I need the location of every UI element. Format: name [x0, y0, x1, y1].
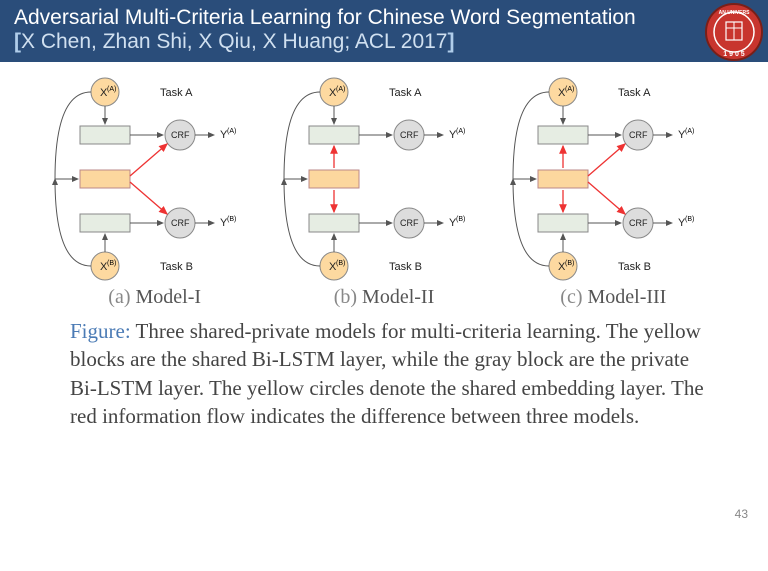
svg-text:(B): (B) — [456, 216, 465, 223]
model-c-column: X(A) Task A X(B) Task B CRF CRF Y(A) Y(B… — [508, 74, 718, 309]
svg-text:Task A: Task A — [618, 87, 651, 99]
svg-text:(B): (B) — [336, 260, 345, 267]
authors-text: X Chen, Zhan Shi, X Qiu, X Huang; ACL 20… — [21, 30, 447, 53]
svg-text:(A): (A) — [565, 86, 574, 93]
page-number: 43 — [735, 507, 748, 521]
svg-text:Task A: Task A — [389, 87, 422, 99]
model-a-diagram: X(A) Task A X(B) Task B CRF CRF Y(A) Y(B… — [50, 74, 260, 284]
fudan-logo-icon: AN UNIVERS 1 9 0 5 — [704, 2, 764, 62]
caption-figure-word: Figure: — [70, 319, 131, 343]
model-a-label: (a) Model-I — [108, 286, 201, 309]
svg-text:Task B: Task B — [618, 261, 651, 273]
svg-text:(A): (A) — [336, 86, 345, 93]
svg-text:(B): (B) — [227, 216, 236, 223]
model-c-label: (c) Model-III — [560, 286, 666, 309]
taskB-label: Task B — [160, 261, 193, 273]
model-b-diagram: X(A) Task A X(B) Task B CRF CRF Y(A) Y(B… — [279, 74, 489, 284]
slide-header: Adversarial Multi-Criteria Learning for … — [0, 0, 768, 62]
svg-text:(B): (B) — [685, 216, 694, 223]
taskA-label: Task A — [160, 87, 193, 99]
figure-caption: Figure: Three shared-private models for … — [40, 313, 728, 430]
svg-text:CRF: CRF — [629, 130, 648, 140]
svg-text:(A): (A) — [685, 128, 694, 135]
svg-text:1 9 0 5: 1 9 0 5 — [723, 51, 745, 58]
figure-row: X(A) Task A X(B) Task B CRF CRF Y(A) Y(B… — [40, 74, 728, 309]
model-b-column: X(A) Task A X(B) Task B CRF CRF Y(A) Y(B… — [279, 74, 489, 309]
svg-text:(B): (B) — [565, 260, 574, 267]
svg-text:(A): (A) — [107, 86, 116, 93]
svg-text:(A): (A) — [227, 128, 236, 135]
model-b-label: (b) Model-II — [334, 286, 435, 309]
model-c-diagram: X(A) Task A X(B) Task B CRF CRF Y(A) Y(B… — [508, 74, 718, 284]
bracket-close: ] — [447, 30, 454, 53]
slide-title: Adversarial Multi-Criteria Learning for … — [14, 6, 754, 30]
caption-text: Three shared-private models for multi-cr… — [70, 319, 704, 428]
slide-content: X(A) Task A X(B) Task B CRF CRF Y(A) Y(B… — [0, 62, 768, 440]
bracket-open: [ — [14, 30, 21, 53]
svg-text:CRF: CRF — [171, 218, 190, 228]
svg-text:CRF: CRF — [400, 130, 419, 140]
svg-text:(A): (A) — [456, 128, 465, 135]
svg-text:AN UNIVERS: AN UNIVERS — [719, 10, 751, 16]
slide-authors: [X Chen, Zhan Shi, X Qiu, X Huang; ACL 2… — [14, 30, 754, 54]
svg-text:(B): (B) — [107, 260, 116, 267]
svg-text:Task B: Task B — [389, 261, 422, 273]
svg-text:CRF: CRF — [400, 218, 419, 228]
svg-text:CRF: CRF — [171, 130, 190, 140]
svg-text:CRF: CRF — [629, 218, 648, 228]
model-a-column: X(A) Task A X(B) Task B CRF CRF Y(A) Y(B… — [50, 74, 260, 309]
